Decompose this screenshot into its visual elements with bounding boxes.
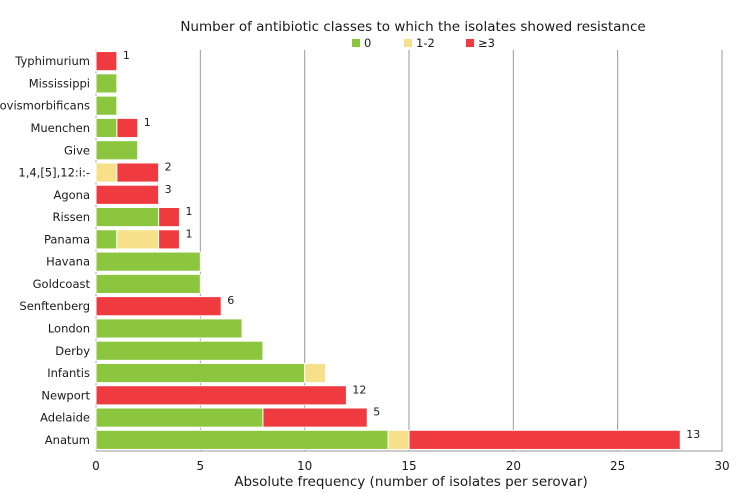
bar-5-series-2: [116, 162, 160, 183]
data-label-0: 1: [123, 49, 130, 62]
data-label-17: 13: [686, 428, 700, 441]
legend-label-2: ≥3: [478, 36, 495, 50]
data-label-11: 6: [227, 294, 234, 307]
bar-6-series-2: [95, 184, 160, 205]
legend: 0 1-2 ≥3: [352, 36, 495, 50]
bar-8-series-1: [116, 229, 160, 250]
bars: [95, 51, 681, 450]
y-label-10: Goldcoast: [33, 277, 91, 291]
bar-3-series-0: [95, 117, 118, 139]
data-label-5: 2: [165, 161, 172, 174]
legend-label-0: 0: [364, 36, 371, 50]
y-label-5: 1,4,[5],12:i:-: [18, 166, 90, 180]
y-label-2: Bovismorbificans: [0, 99, 90, 113]
x-tick-25: 25: [610, 459, 625, 473]
y-label-6: Agona: [53, 188, 90, 202]
x-tick-0: 0: [92, 459, 100, 473]
bar-15-series-2: [95, 385, 347, 406]
x-tick-10: 10: [297, 459, 312, 473]
bar-0-series-2: [95, 51, 118, 72]
y-label-16: Adelaide: [40, 411, 90, 425]
chart-title: Number of antibiotic classes to which th…: [180, 19, 645, 35]
bar-2-series-0: [95, 95, 118, 116]
bar-5-series-1: [95, 162, 118, 183]
bar-7-series-2: [158, 207, 180, 228]
bar-16-series-2: [262, 407, 368, 428]
data-label-8: 1: [185, 227, 192, 240]
x-tick-30: 30: [714, 459, 729, 473]
y-label-7: Rissen: [52, 210, 90, 224]
bar-3-series-2: [116, 117, 139, 139]
legend-label-1: 1-2: [416, 36, 435, 50]
y-label-4: Give: [64, 143, 90, 157]
gridlines: [95, 50, 723, 452]
bar-14-series-1: [304, 362, 327, 384]
y-label-17: Anatum: [45, 433, 90, 447]
y-label-0: Typhimurium: [14, 54, 90, 68]
bar-4-series-0: [95, 140, 139, 161]
x-tick-15: 15: [401, 459, 416, 473]
bar-12-series-0: [95, 318, 243, 339]
y-label-15: Newport: [41, 388, 90, 402]
bar-17-series-0: [95, 429, 389, 450]
data-label-7: 1: [185, 205, 192, 218]
legend-swatch-1: [404, 39, 412, 47]
x-tick-20: 20: [506, 459, 521, 473]
y-label-11: Senftenberg: [19, 299, 90, 313]
bar-13-series-0: [95, 340, 264, 361]
y-label-3: Muenchen: [30, 121, 90, 135]
legend-swatch-2: [466, 39, 474, 47]
y-label-12: London: [48, 321, 90, 335]
data-label-6: 3: [165, 183, 172, 196]
bar-9-series-0: [95, 251, 201, 272]
y-label-9: Havana: [46, 255, 90, 269]
bar-1-series-0: [95, 73, 118, 94]
bar-14-series-0: [95, 362, 306, 384]
data-label-16: 5: [373, 406, 380, 419]
y-label-1: Mississippi: [29, 76, 90, 90]
legend-swatch-0: [352, 39, 360, 47]
x-tick-5: 5: [197, 459, 205, 473]
y-label-8: Panama: [44, 232, 90, 246]
x-axis-ticks: 0 5 10 15 20 25 30: [92, 459, 729, 473]
bar-16-series-0: [95, 407, 264, 428]
bar-11-series-2: [95, 296, 222, 317]
bar-17-series-2: [408, 429, 681, 450]
bar-8-series-0: [95, 229, 118, 250]
bar-8-series-2: [158, 229, 180, 250]
bar-10-series-0: [95, 273, 201, 294]
data-label-15: 12: [352, 383, 366, 396]
bar-7-series-0: [95, 207, 160, 228]
data-label-3: 1: [144, 116, 151, 129]
y-label-13: Derby: [55, 344, 90, 358]
x-axis-label: Absolute frequency (number of isolates p…: [234, 474, 588, 490]
bar-17-series-1: [387, 429, 410, 450]
y-label-14: Infantis: [47, 366, 90, 380]
y-axis-labels: Typhimurium Mississippi Bovismorbificans Mu…: [0, 54, 90, 447]
